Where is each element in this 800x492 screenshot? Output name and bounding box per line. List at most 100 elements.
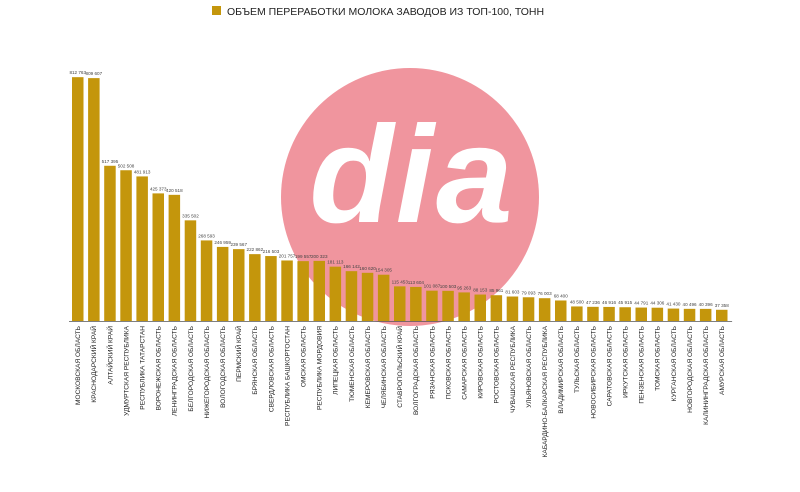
data-label: 246 959: [214, 240, 231, 245]
data-label: 44 306: [650, 301, 664, 306]
bar: [426, 290, 438, 321]
legend-label: ОБЪЕМ ПЕРЕРАБОТКИ МОЛОКА ЗАВОДОВ ИЗ ТОП-…: [227, 6, 544, 18]
bar: [522, 297, 535, 321]
bar: [619, 307, 631, 321]
category-label: ПСКОВСКАЯ ОБЛАСТЬ: [445, 326, 452, 399]
data-label: 154 305: [375, 268, 392, 273]
bar: [442, 290, 454, 321]
bar: [394, 286, 406, 321]
category-label: ТОМСКАЯ ОБЛАСТЬ: [655, 326, 662, 391]
data-label: 160 620: [359, 266, 376, 271]
bar: [377, 274, 390, 321]
data-label: 812 763: [69, 70, 86, 75]
category-label: ОМСКАЯ ОБЛАСТЬ: [300, 326, 307, 387]
data-label: 166 142: [343, 264, 360, 269]
watermark-logo: dia: [309, 98, 514, 252]
category-label: ПЕНЗЕНСКАЯ ОБЛАСТЬ: [639, 326, 646, 404]
category-label: ВЛАДИМИРСКАЯ ОБЛАСТЬ: [558, 326, 565, 414]
bars-group: [72, 77, 728, 322]
data-label: 88 153: [473, 288, 487, 293]
category-label: БРЯНСКАЯ ОБЛАСТЬ: [252, 326, 259, 395]
data-label: 79 093: [522, 290, 536, 295]
data-label: 420 518: [166, 188, 183, 193]
category-label: САРАТОВСКАЯ ОБЛАСТЬ: [606, 326, 613, 406]
watermark: dia: [281, 68, 539, 326]
bar: [152, 193, 164, 321]
category-label: НОВОСИБИРСКАЯ ОБЛАСТЬ: [590, 326, 597, 419]
legend-swatch: [212, 6, 221, 15]
category-label: САМАРСКАЯ ОБЛАСТЬ: [461, 326, 468, 400]
bar: [474, 294, 486, 321]
data-label: 100 503: [440, 284, 457, 289]
bar: [506, 296, 519, 321]
category-label: МОСКОВСКАЯ ОБЛАСТЬ: [75, 326, 82, 405]
bar: [120, 170, 132, 321]
data-label: 115 453: [392, 279, 409, 284]
bar: [345, 271, 358, 321]
data-label: 222 862: [247, 247, 264, 252]
bar: [555, 300, 567, 321]
category-label: ЛИПЕЦКАЯ ОБЛАСТЬ: [333, 326, 340, 395]
category-label: БЕЛГОРОДСКАЯ ОБЛАСТЬ: [188, 326, 195, 412]
bar: [136, 176, 148, 321]
data-label: 68 400: [554, 293, 568, 298]
data-label: 481 913: [134, 169, 151, 174]
data-label: 201 757: [279, 253, 296, 258]
watermark-circle: [281, 68, 539, 326]
category-label: НОВГОРОДСКАЯ ОБЛАСТЬ: [687, 326, 694, 413]
data-label: 76 003: [538, 291, 552, 296]
category-label: АМУРСКАЯ ОБЛАСТЬ: [719, 326, 726, 395]
category-label: КАЛИНИНГРАДСКАЯ ОБЛАСТЬ: [703, 326, 710, 425]
bar: [683, 308, 696, 321]
bar: [651, 307, 664, 321]
bar: [88, 78, 100, 322]
category-label: ЧЕЛЯБИНСКАЯ ОБЛАСТЬ: [381, 326, 388, 408]
bar: [587, 306, 599, 321]
bar: [410, 286, 422, 321]
category-label: НИЖЕГОРОДСКАЯ ОБЛАСТЬ: [204, 326, 211, 419]
data-label: 45 915: [618, 300, 632, 305]
bar: [490, 295, 503, 321]
data-label: 502 508: [118, 163, 135, 168]
category-label: РЕСПУБЛИКА МОРДОВИЯ: [317, 326, 324, 410]
bar: [329, 266, 342, 321]
bar: [281, 260, 293, 321]
category-label: АЛТАЙСКИЙ КРАЙ: [105, 326, 114, 385]
category-labels-group: МОСКОВСКАЯ ОБЛАСТЬ КРАСНОДАРСКИЙ КРАЙ АЛТА…: [75, 325, 726, 457]
bar: [297, 261, 309, 321]
category-label: КЕМЕРОВСКАЯ ОБЛАСТЬ: [365, 326, 372, 408]
category-label: РЕСПУБЛИКА ТАТАРСТАН: [139, 326, 146, 410]
data-label: 47 236: [586, 300, 600, 305]
bar: [200, 240, 213, 321]
data-label: 200 323: [311, 254, 328, 259]
bar: [249, 254, 261, 321]
category-label: КАБАРДИНО-БАЛКАРСКАЯ РЕСПУБЛИКА: [542, 325, 549, 457]
data-label: 425 373: [150, 186, 167, 191]
bar: [571, 306, 583, 321]
bar: [635, 307, 647, 321]
data-label: 40 496: [683, 302, 697, 307]
category-label: ЧУВАШСКАЯ РЕСПУБЛИКА: [510, 325, 517, 413]
bar: [168, 194, 181, 321]
bar: [716, 309, 728, 321]
bar: [667, 308, 680, 321]
category-label: КРАСНОДАРСКИЙ КРАЙ: [89, 326, 98, 403]
bar: [104, 165, 116, 321]
data-label: 44 791: [634, 301, 648, 306]
bar: [538, 298, 551, 321]
category-label: РЯЗАНСКАЯ ОБЛАСТЬ: [429, 326, 436, 399]
data-label: 181 113: [327, 260, 344, 265]
data-label: 268 593: [198, 233, 215, 238]
category-label: КУРГАНСКАЯ ОБЛАСТЬ: [671, 326, 678, 401]
category-label: ВОЛОГОДСКАЯ ОБЛАСТЬ: [220, 326, 227, 408]
data-label: 335 502: [182, 213, 199, 218]
legend: ОБЪЕМ ПЕРЕРАБОТКИ МОЛОКА ЗАВОДОВ ИЗ ТОП-…: [212, 6, 544, 18]
bar: [265, 256, 277, 321]
data-label: 46 916: [602, 300, 616, 305]
category-label: ПЕРМСКИЙ КРАЙ: [234, 326, 243, 382]
category-label: СВЕРДЛОВСКАЯ ОБЛАСТЬ: [268, 326, 275, 412]
category-label: ТЮМЕНСКАЯ ОБЛАСТЬ: [349, 326, 356, 402]
category-label: ВОРОНЕЖСКАЯ ОБЛАСТЬ: [156, 326, 163, 410]
data-label: 101 087: [424, 284, 441, 289]
